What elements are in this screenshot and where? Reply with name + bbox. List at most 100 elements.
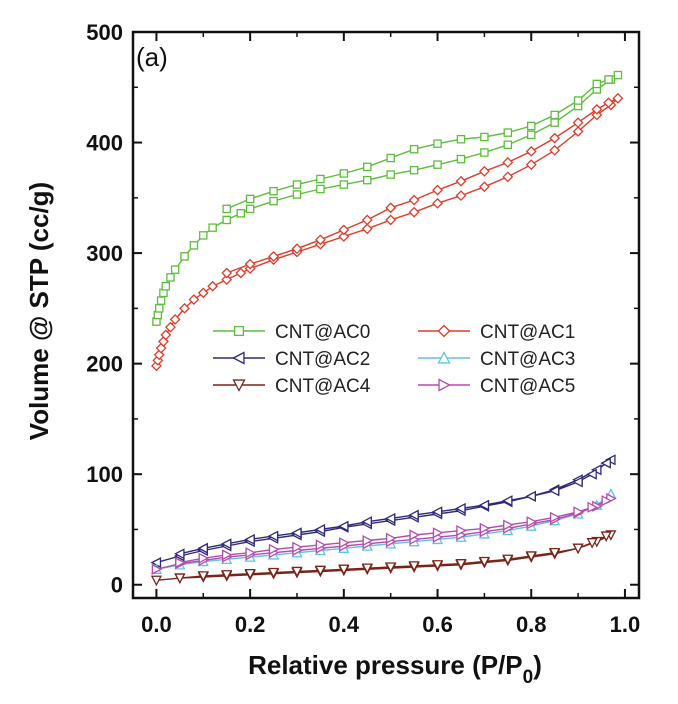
data-point [586,468,597,480]
data-point [292,190,302,199]
data-point [292,541,303,553]
data-point [269,196,278,206]
data-point [601,495,613,507]
data-point [161,282,171,291]
data-point [613,70,623,80]
data-point [208,223,217,232]
data-point [455,559,467,570]
data-point [244,568,256,580]
data-point [384,512,396,524]
data-point [222,204,231,214]
data-point [169,314,181,325]
data-point [502,171,514,183]
data-point [600,531,612,542]
data-point [361,214,373,226]
data-point [502,157,514,168]
data-point [268,250,279,262]
data-point [408,509,419,521]
data-point [339,537,350,549]
y-tick-label: 100 [86,462,123,487]
data-point [338,231,350,242]
data-point [456,134,466,144]
y-axis-title: Volume @ STP (cc/g) [24,182,54,440]
legend-label: CNT@AC0 [275,322,370,343]
data-point [573,96,583,105]
data-point [151,563,163,575]
data-point [337,520,349,532]
y-tick-label: 400 [86,131,123,156]
data-point [170,265,180,274]
data-point [235,267,247,279]
y-tick-label: 300 [86,241,123,266]
data-point [433,139,442,148]
data-point [198,552,210,564]
series-CNT@AC3 [150,488,617,574]
data-point [550,110,559,120]
data-point [338,564,350,576]
x-tick-label: 0.0 [141,612,172,637]
data-point [591,103,603,115]
data-point [222,215,231,225]
data-point [409,165,419,175]
series-layer [150,70,624,587]
data-point [572,476,583,488]
y-tick-label: 500 [86,20,123,45]
data-point [572,117,584,129]
data-point [409,144,419,154]
data-point [501,495,513,507]
legend-label: CNT@AC3 [480,349,575,370]
series-CNT@AC1 [151,92,624,372]
data-point [197,542,208,554]
legend-item: CNT@AC4 [213,376,371,397]
data-point [573,506,584,518]
data-point [339,180,349,189]
data-point [385,214,397,226]
data-point [156,296,166,305]
data-point [315,539,327,551]
x-tick-label: 0.8 [516,612,547,637]
data-point [189,241,199,250]
data-point [314,523,326,536]
legend-item: CNT@AC3 [418,349,575,370]
data-point [267,530,279,542]
data-point [236,209,246,218]
data-point [431,560,444,571]
legend-swatch-marker [438,378,451,392]
data-point [479,522,491,534]
data-point [362,534,374,547]
data-point [188,294,200,305]
data-point [478,181,490,193]
data-point [245,204,255,214]
data-point [386,153,395,163]
legend-label: CNT@AC1 [480,322,575,343]
data-point [386,170,395,179]
data-point [291,527,302,539]
x-axis-title-end: ) [533,650,542,680]
legend-swatch-marker [232,379,246,392]
data-point [361,223,373,235]
data-point [502,554,514,566]
data-point [612,92,624,104]
data-point [245,194,255,204]
data-point [363,175,372,185]
data-point [408,561,420,572]
data-point [525,551,537,562]
data-point [339,169,349,178]
data-point [316,174,325,184]
data-point [456,524,467,537]
data-point [314,565,326,577]
data-point [165,321,176,333]
plot-frame [131,30,641,600]
data-point [222,549,233,561]
data-point [604,75,613,84]
data-point [197,287,209,299]
legend-label: CNT@AC4 [275,376,371,397]
data-point [549,547,561,559]
legend-swatch-marker [437,324,451,338]
data-point [548,485,560,497]
data-point [221,274,233,286]
data-point [431,506,443,518]
data-point [291,243,303,255]
data-point [433,160,442,169]
